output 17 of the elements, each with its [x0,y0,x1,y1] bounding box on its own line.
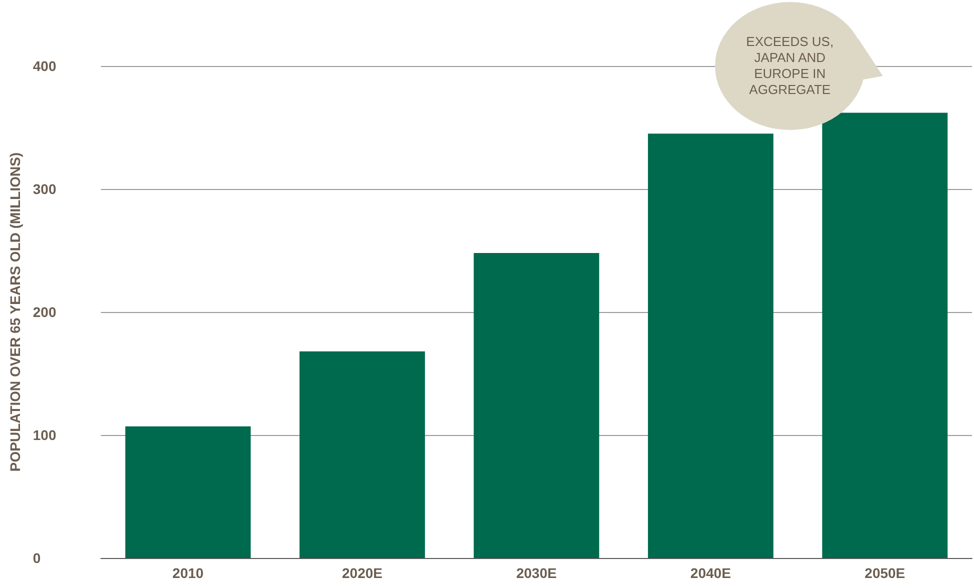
x-tick-label: 2010 [172,565,204,581]
y-tick-label: 400 [32,58,56,74]
bar [648,134,774,558]
y-tick-label: 300 [32,181,56,197]
y-tick-label: 0 [32,550,41,566]
annotation: EXCEEDS US, JAPAN AND EUROPE IN AGGREGATE [745,34,835,98]
x-tick-label: 2020E [342,565,382,581]
y-axis-title: POPULATION OVER 65 YEARS OLD (MILLIONS) [7,152,23,472]
bar [125,426,251,558]
y-tick-label: 100 [32,427,56,443]
bar [300,351,425,558]
x-tick-label: 2050E [864,565,906,581]
x-tick-label: 2030E [516,565,557,581]
bar [474,252,600,558]
x-tick-label: 2040E [690,565,731,581]
bar [822,112,948,558]
y-tick-label: 200 [32,304,56,320]
